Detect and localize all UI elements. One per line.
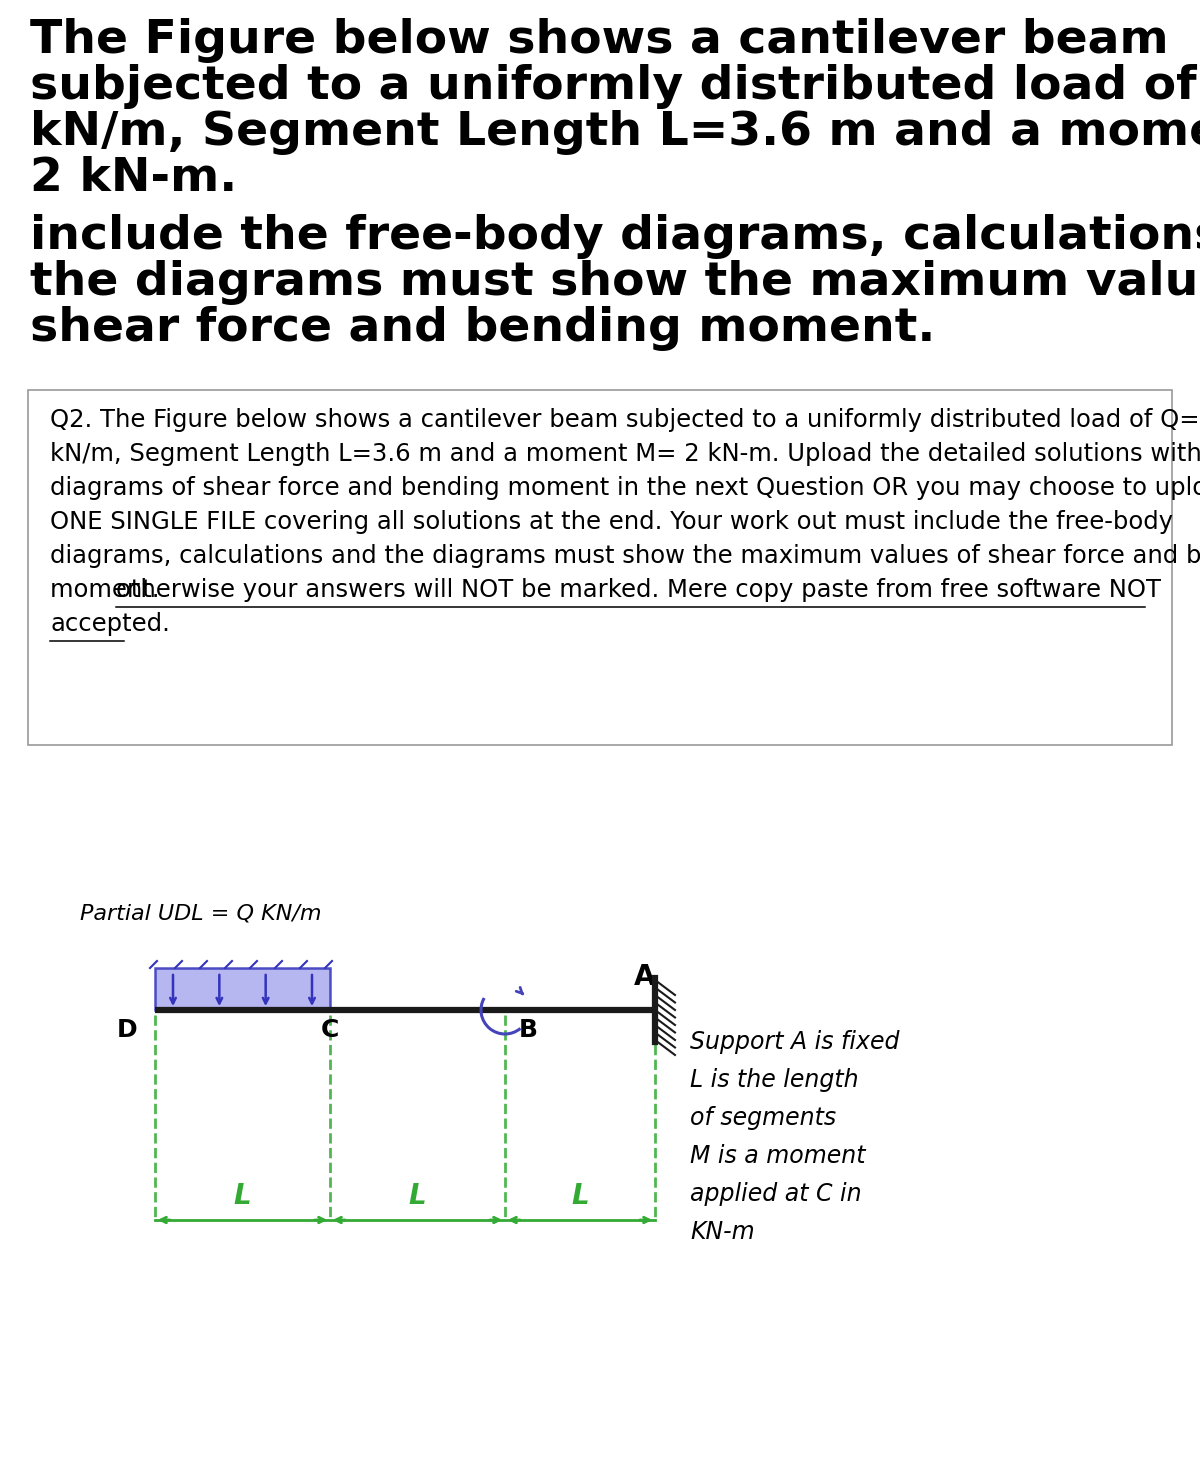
Text: Partial UDL = Q KN/m: Partial UDL = Q KN/m (80, 903, 322, 923)
Text: kN/m, Segment Length L=3.6 m and a moment M=: kN/m, Segment Length L=3.6 m and a momen… (30, 109, 1200, 155)
Text: L: L (571, 1182, 589, 1210)
Text: Support A is fixed: Support A is fixed (690, 1029, 900, 1054)
Text: L is the length: L is the length (690, 1069, 859, 1092)
Bar (155, 968, 330, 1010)
Text: D: D (116, 1018, 137, 1042)
Text: L: L (409, 1182, 426, 1210)
Text: diagrams of shear force and bending moment in the next Question OR you may choos: diagrams of shear force and bending mome… (50, 475, 1200, 500)
Text: M is a moment: M is a moment (690, 1145, 865, 1168)
Text: C: C (320, 1018, 340, 1042)
Text: 2 kN-m.: 2 kN-m. (30, 156, 238, 201)
Text: KN-m: KN-m (690, 1220, 755, 1244)
Text: kN/m, Segment Length L=3.6 m and a moment M= 2 kN-m. Upload the detailed solutio: kN/m, Segment Length L=3.6 m and a momen… (50, 442, 1200, 467)
Text: The Figure below shows a cantilever beam: The Figure below shows a cantilever beam (30, 17, 1169, 63)
FancyBboxPatch shape (28, 389, 1172, 745)
Text: ONE SINGLE FILE covering all solutions at the end. Your work out must include th: ONE SINGLE FILE covering all solutions a… (50, 510, 1174, 534)
Text: include the free-body diagrams, calculations and: include the free-body diagrams, calculat… (30, 214, 1200, 260)
Text: diagrams, calculations and the diagrams must show the maximum values of shear fo: diagrams, calculations and the diagrams … (50, 544, 1200, 569)
Text: L: L (234, 1182, 251, 1210)
Text: moment.: moment. (50, 577, 167, 602)
Text: shear force and bending moment.: shear force and bending moment. (30, 306, 935, 351)
Text: applied at C in: applied at C in (690, 1182, 862, 1206)
Text: of segments: of segments (690, 1107, 836, 1130)
Text: B: B (520, 1018, 538, 1042)
Text: A: A (635, 962, 655, 991)
Text: otherwise your answers will NOT be marked. Mere copy paste from free software NO: otherwise your answers will NOT be marke… (116, 577, 1162, 602)
Text: the diagrams must show the maximum values of: the diagrams must show the maximum value… (30, 260, 1200, 305)
Text: subjected to a uniformly distributed load of Q=5.8: subjected to a uniformly distributed loa… (30, 64, 1200, 109)
Text: accepted.: accepted. (50, 612, 170, 636)
Text: Q2. The Figure below shows a cantilever beam subjected to a uniformly distribute: Q2. The Figure below shows a cantilever … (50, 408, 1200, 432)
